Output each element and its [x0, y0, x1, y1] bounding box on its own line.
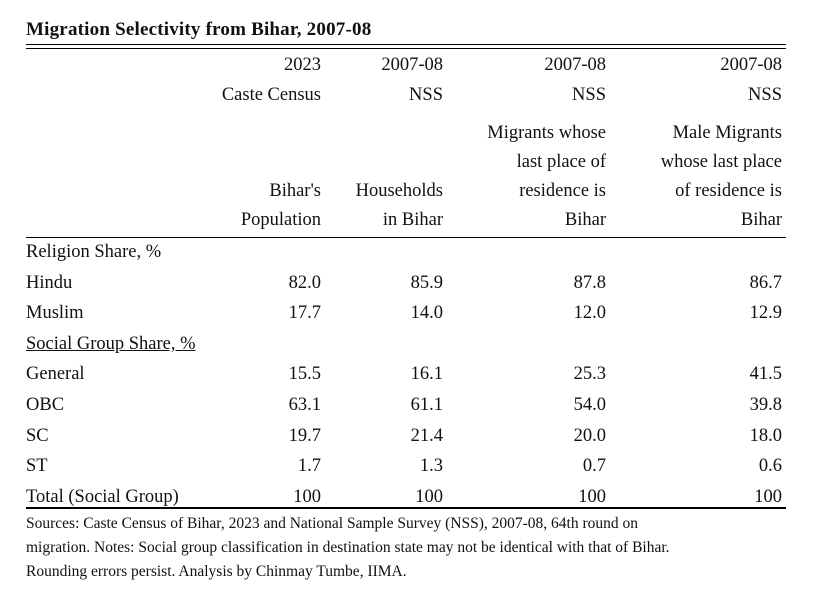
column-label-line: Households: [355, 181, 443, 201]
cell-value: 86.7: [749, 272, 782, 293]
column-label-line: Population: [240, 210, 321, 230]
cell-value: 25.3: [573, 364, 606, 385]
cell-value: 19.7: [288, 425, 321, 446]
cell-value: 18.0: [749, 425, 782, 446]
cell-value: 12.9: [749, 303, 782, 324]
column-label-line: Bihar: [564, 210, 606, 230]
footnote-line: migration. Notes: Social group classific…: [26, 539, 670, 556]
title-rule: [26, 44, 786, 45]
column-label-line: Bihar: [740, 210, 782, 230]
row-label: ST: [26, 456, 48, 477]
cell-value: 41.5: [749, 364, 782, 385]
column-label-line: Male Migrants: [672, 123, 782, 143]
column-label-line: whose last place: [660, 152, 782, 172]
footnote-line: Sources: Caste Census of Bihar, 2023 and…: [26, 515, 638, 532]
cell-value: 20.0: [573, 425, 606, 446]
cell-value: 1.3: [419, 456, 443, 477]
cell-value: 21.4: [410, 425, 443, 446]
row-label: Total (Social Group): [26, 486, 179, 507]
column-label-line: Migrants whose: [487, 123, 606, 143]
column-source: Caste Census: [221, 85, 321, 105]
cell-value: 12.0: [573, 303, 606, 324]
section-heading: Religion Share, %: [26, 242, 162, 262]
cell-value: 100: [293, 486, 321, 507]
cell-value: 63.1: [288, 395, 321, 415]
cell-value: 100: [754, 486, 782, 507]
cell-value: 82.0: [288, 272, 321, 293]
cell-value: 39.8: [749, 395, 782, 415]
section-heading: Social Group Share, %: [26, 333, 196, 354]
cell-value: 17.7: [288, 303, 321, 324]
column-label-line: residence is: [519, 181, 606, 201]
column-source: NSS: [409, 85, 443, 105]
footnote: Sources: Caste Census of Bihar, 2023 and…: [26, 512, 796, 584]
column-year: 2007-08: [544, 55, 606, 75]
row-label: SC: [26, 425, 49, 446]
column-year: 2007-08: [720, 55, 782, 75]
page-title: Migration Selectivity from Bihar, 2007-0…: [26, 19, 372, 40]
cell-value: 100: [578, 486, 606, 507]
row-label: Hindu: [26, 272, 73, 293]
cell-value: 0.6: [758, 456, 782, 477]
cell-value: 87.8: [573, 272, 606, 293]
cell-value: 1.7: [297, 456, 321, 477]
cell-value: 54.0: [573, 395, 606, 415]
cell-value: 0.7: [582, 456, 606, 477]
column-year: 2007-08: [381, 55, 443, 75]
table-bottom-rule: [26, 507, 786, 509]
header-bottom-rule: [26, 237, 786, 238]
column-source: NSS: [572, 85, 606, 105]
column-label-line: in Bihar: [382, 210, 443, 230]
cell-value: 61.1: [410, 395, 443, 415]
column-label-line: last place of: [516, 152, 606, 172]
cell-value: 100: [415, 486, 443, 507]
header-top-rule: [26, 48, 786, 49]
column-label-line: of residence is: [675, 181, 782, 201]
cell-value: 14.0: [410, 303, 443, 324]
row-label: General: [26, 364, 85, 385]
cell-value: 16.1: [410, 364, 443, 385]
column-label-line: Bihar's: [269, 181, 321, 201]
row-label: OBC: [26, 395, 65, 415]
cell-value: 85.9: [410, 272, 443, 293]
column-year: 2023: [284, 55, 321, 75]
cell-value: 15.5: [288, 364, 321, 385]
footnote-line: Rounding errors persist. Analysis by Chi…: [26, 563, 407, 580]
row-label: Muslim: [26, 303, 84, 324]
column-source: NSS: [748, 85, 782, 105]
